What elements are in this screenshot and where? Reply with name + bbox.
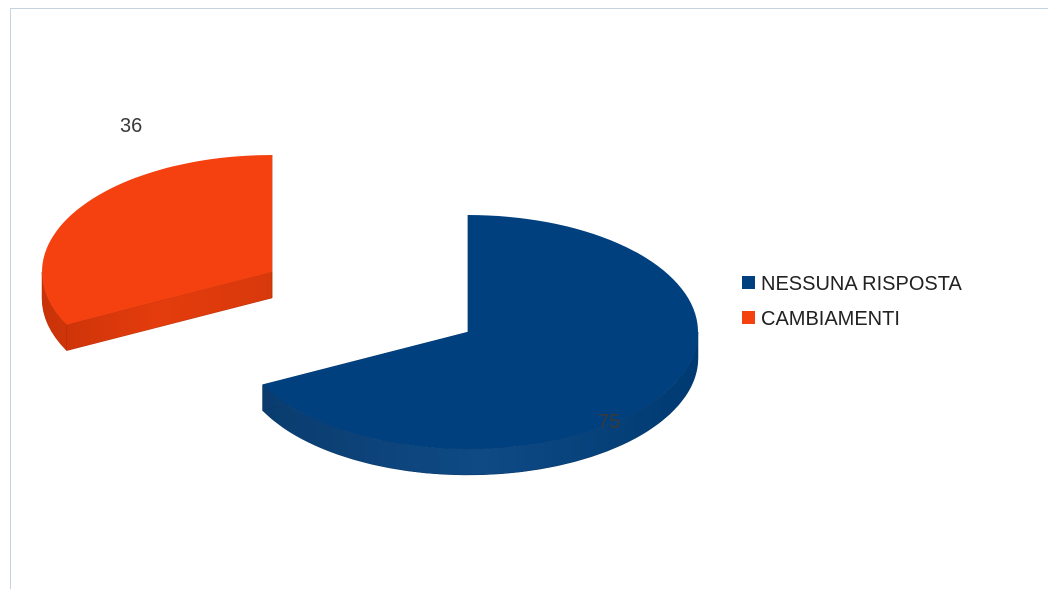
pie-slice-nessuna-risposta bbox=[262, 215, 699, 476]
pie-slice-top-cambiamenti bbox=[42, 155, 272, 325]
data-label-cambiamenti: 36 bbox=[120, 115, 142, 137]
legend-label-nessuna-risposta: NESSUNA RISPOSTA bbox=[761, 273, 962, 295]
data-label-nessuna-risposta: 75 bbox=[598, 411, 620, 433]
pie-slice-cambiamenti bbox=[41, 155, 273, 352]
legend-label-cambiamenti: CAMBIAMENTI bbox=[761, 308, 900, 330]
pie-slice-top-nessuna-risposta bbox=[262, 215, 699, 449]
chart-frame bbox=[10, 8, 1048, 589]
legend: NESSUNA RISPOSTA CAMBIAMENTI bbox=[742, 273, 962, 330]
legend-swatch-nessuna-risposta bbox=[742, 276, 755, 289]
legend-swatch-cambiamenti bbox=[742, 311, 755, 324]
